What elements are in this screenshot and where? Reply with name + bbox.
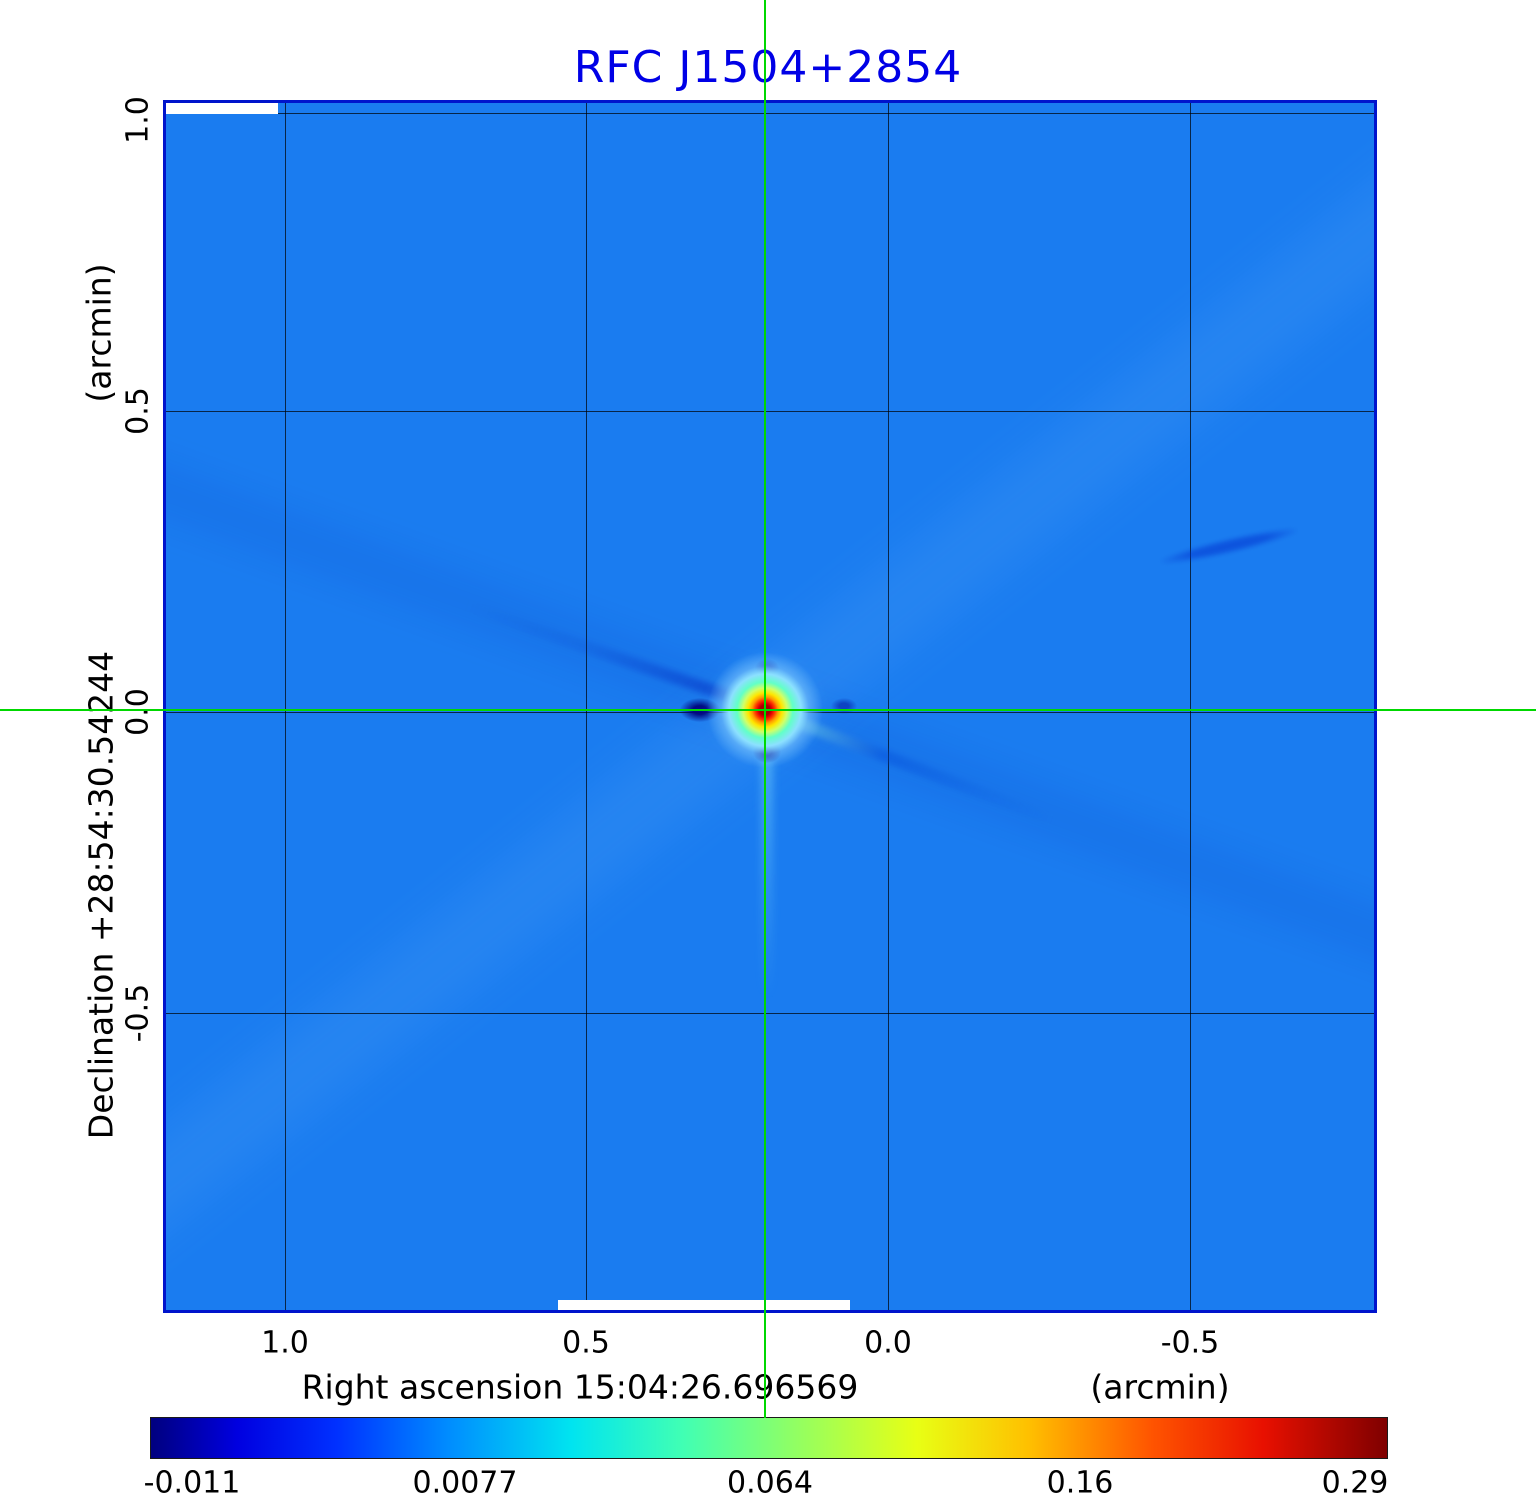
y-tick-3: -0.5 [120, 983, 156, 1043]
gridline-y-0.5 [166, 411, 1374, 412]
gridline-y--0.5 [166, 1013, 1374, 1014]
colorbar [150, 1417, 1388, 1459]
gridline-y-1.0 [166, 113, 1374, 114]
colorbar-tick-2: 0.064 [727, 1465, 813, 1501]
colorbar-tick-4: 0.29 [1321, 1465, 1389, 1501]
colorbar-tick-1: 0.0077 [412, 1465, 518, 1501]
x-tick-3: -0.5 [1160, 1325, 1220, 1361]
y-tick-0: 1.0 [120, 96, 156, 144]
image-edge-notch-bottom [558, 1300, 850, 1310]
y-tick-2: 0.0 [120, 688, 156, 736]
y-axis-label: Declination +28:54:30.54244 [81, 650, 121, 1140]
x-axis-label: Right ascension 15:04:26.696569 [301, 1367, 859, 1407]
sky-image [163, 100, 1377, 1313]
plot-title: RFC J1504+2854 [573, 42, 963, 93]
image-edge-notch-top [166, 103, 278, 114]
gridline-x-1.0 [285, 103, 286, 1310]
x-tick-1: 0.5 [562, 1325, 610, 1361]
x-tick-0: 1.0 [261, 1325, 309, 1361]
colorbar-tick-3: 0.16 [1046, 1465, 1114, 1501]
gridline-x--0.5 [1190, 103, 1191, 1310]
colorbar-tick-0: -0.011 [143, 1465, 241, 1501]
y-axis-unit: (arcmin) [79, 263, 119, 403]
gridline-x-0.0 [888, 103, 889, 1310]
x-tick-2: 0.0 [864, 1325, 912, 1361]
gridline-x-0.5 [586, 103, 587, 1310]
y-tick-1: 0.5 [120, 387, 156, 435]
crosshair-horizontal-line [0, 709, 1536, 711]
crosshair-vertical-line [764, 0, 766, 1418]
sidelobe-smudge-right [1159, 523, 1299, 569]
x-axis-unit: (arcmin) [1090, 1367, 1230, 1407]
